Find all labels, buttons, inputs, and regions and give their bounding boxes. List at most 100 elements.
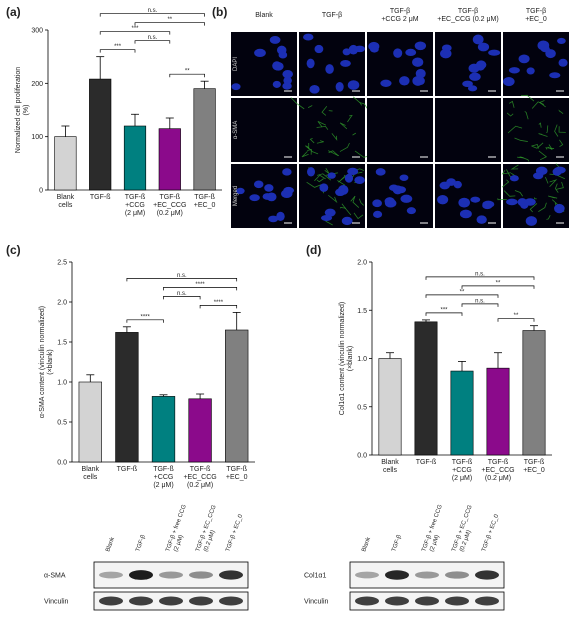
nucleus: [307, 167, 316, 177]
fiber: [538, 133, 548, 137]
fiber: [531, 101, 545, 109]
fiber: [341, 203, 352, 216]
nucleus: [282, 168, 292, 176]
nucleus: [272, 62, 284, 71]
x-tick-label: +EC_0: [523, 467, 545, 474]
nucleus: [272, 80, 281, 88]
bar: [193, 88, 216, 191]
fiber: [307, 105, 313, 108]
significance-label: n.s.: [475, 298, 485, 304]
fiber: [554, 183, 559, 193]
fiber: [301, 151, 309, 158]
micrograph: [503, 98, 569, 162]
nucleus: [459, 209, 472, 219]
bar: [450, 370, 474, 456]
nucleus: [373, 210, 383, 218]
y-tick-label: 2.5: [57, 260, 67, 267]
nucleus: [389, 184, 399, 192]
fiber: [321, 106, 328, 116]
fiber: [352, 196, 360, 208]
band: [475, 596, 499, 606]
column-header: +EC_CCG (0.2 μM): [437, 16, 498, 23]
x-tick-label: TGF-ß: [194, 194, 215, 201]
fiber: [290, 97, 305, 110]
nucleus: [348, 44, 359, 55]
lane-label: Blank: [105, 536, 116, 553]
x-tick-label: TGF-ß: [452, 459, 473, 466]
bar: [188, 398, 212, 463]
bar: [158, 128, 181, 191]
band: [99, 596, 123, 606]
x-tick-label: (2 μM): [125, 210, 145, 217]
nucleus: [399, 76, 410, 86]
x-tick-label: TGF-ß: [90, 194, 111, 201]
bar: [89, 78, 112, 191]
band: [159, 596, 183, 606]
fiber: [548, 195, 558, 199]
band: [189, 596, 213, 606]
significance-bracket: [126, 319, 164, 323]
nucleus: [306, 58, 315, 69]
fiber: [352, 132, 357, 136]
x-tick-label: (0.2 μM): [485, 475, 511, 482]
band: [445, 571, 469, 579]
fiber: [517, 156, 525, 159]
fiber: [503, 190, 516, 197]
y-tick-label: 200: [31, 81, 43, 88]
significance-label: n.s.: [177, 291, 187, 297]
nucleus: [475, 60, 487, 70]
panel-label: (a): [6, 5, 21, 19]
significance-label: n.s.: [148, 35, 158, 41]
nucleus: [347, 80, 360, 90]
nucleus: [264, 184, 274, 192]
lane-label: (2 μM): [429, 534, 441, 552]
significance-label: ****: [195, 282, 205, 288]
significance-bracket: [163, 296, 201, 300]
nucleus: [369, 46, 379, 53]
fiber: [354, 150, 368, 158]
y-axis-label: (×blank): [47, 349, 54, 374]
significance-label: ****: [141, 314, 151, 320]
lane-label: TGF-β + EC_0: [225, 513, 244, 553]
nucleus: [552, 167, 562, 176]
y-tick-label: 300: [31, 28, 43, 35]
x-tick-label: TGF-ß: [226, 466, 247, 473]
fiber: [497, 198, 507, 201]
column-header: TGF-β: [526, 8, 546, 15]
band: [219, 596, 243, 606]
y-tick-label: 1.0: [357, 356, 367, 363]
x-tick-label: cells: [83, 474, 98, 481]
y-axis-label: (×blank): [347, 346, 354, 371]
nucleus: [372, 199, 382, 208]
nucleus: [469, 72, 481, 81]
column-header: TGF-β: [458, 8, 478, 15]
fiber: [316, 178, 324, 183]
nucleus: [375, 168, 386, 176]
fiber: [306, 181, 322, 188]
fiber: [558, 126, 566, 133]
y-tick-label: 1.0: [57, 380, 67, 387]
nucleus: [380, 79, 392, 87]
column-header: +CCG 2 μM: [381, 16, 418, 23]
nucleus: [405, 48, 417, 57]
band: [189, 571, 213, 579]
fiber: [501, 179, 510, 188]
significance-bracket: [126, 278, 238, 282]
nucleus: [236, 187, 245, 195]
significance-label: n.s.: [475, 271, 485, 277]
nucleus: [517, 198, 527, 207]
lane-label: (2 μM): [173, 534, 185, 552]
fiber: [328, 194, 338, 204]
nucleus: [399, 174, 409, 181]
fiber: [353, 212, 364, 220]
nucleus: [477, 42, 490, 52]
nucleus: [282, 70, 293, 79]
lane-label: Blank: [361, 536, 372, 553]
x-tick-label: +CCG: [154, 474, 174, 481]
row-label: Merged: [233, 186, 239, 206]
nucleus: [488, 49, 501, 56]
nucleus: [509, 175, 519, 182]
fiber: [350, 195, 356, 202]
x-tick-label: +EC_CCG: [153, 202, 186, 209]
